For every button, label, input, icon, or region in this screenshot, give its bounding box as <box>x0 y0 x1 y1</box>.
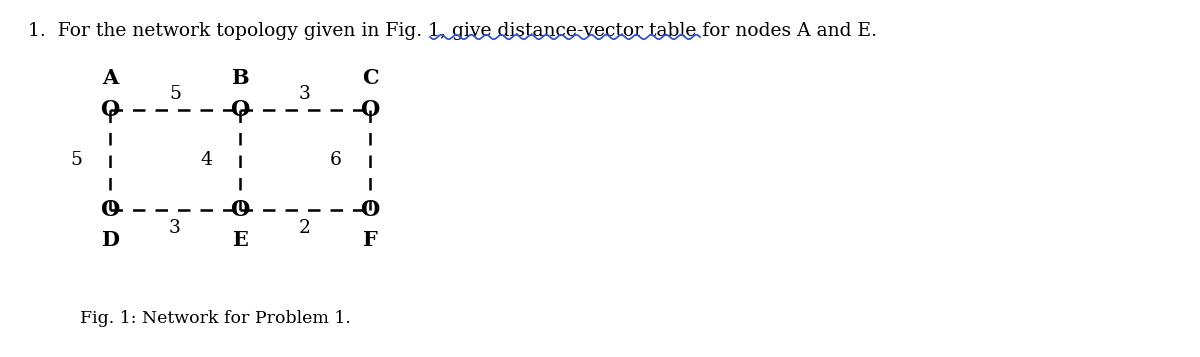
Text: O: O <box>230 99 250 121</box>
Text: D: D <box>101 230 119 250</box>
Text: 4: 4 <box>200 151 212 169</box>
Text: A: A <box>102 68 118 88</box>
Text: O: O <box>101 199 120 221</box>
Text: Fig. 1: Network for Problem 1.: Fig. 1: Network for Problem 1. <box>80 310 350 327</box>
Text: B: B <box>232 68 248 88</box>
Text: 2: 2 <box>299 219 311 237</box>
Text: 1.  For the network topology given in Fig. 1, give distance-vector table for nod: 1. For the network topology given in Fig… <box>28 22 877 40</box>
Text: C: C <box>361 68 378 88</box>
Text: O: O <box>360 99 379 121</box>
Text: O: O <box>101 99 120 121</box>
Text: 6: 6 <box>330 151 342 169</box>
Text: 3: 3 <box>299 85 311 103</box>
Text: 3: 3 <box>169 219 181 237</box>
Text: O: O <box>230 199 250 221</box>
Text: F: F <box>362 230 377 250</box>
Text: O: O <box>360 199 379 221</box>
Text: 5: 5 <box>169 85 181 103</box>
Text: E: E <box>232 230 248 250</box>
Text: 5: 5 <box>70 151 82 169</box>
